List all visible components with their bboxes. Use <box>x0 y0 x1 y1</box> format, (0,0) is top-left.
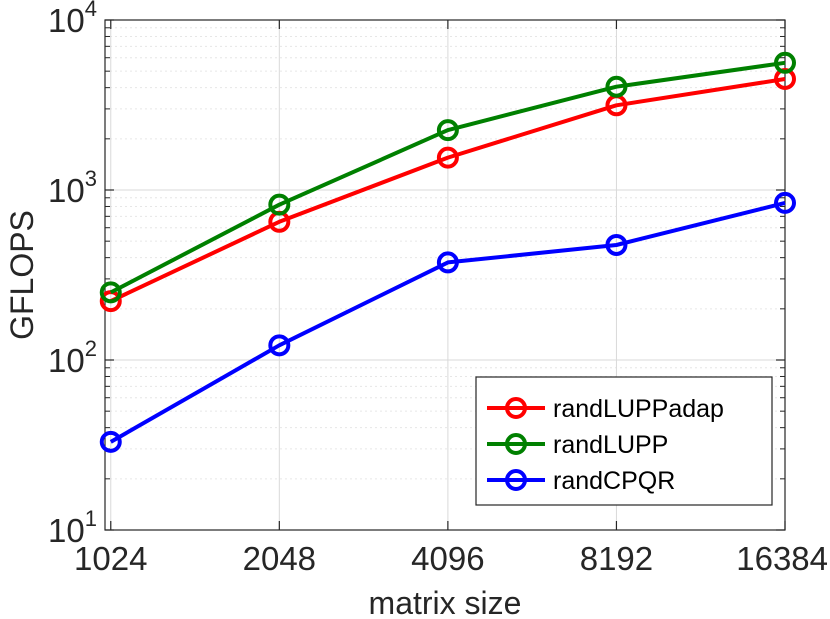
x-tick-label: 16384 <box>736 540 828 577</box>
legend-label: randLUPPadap <box>553 395 724 423</box>
y-tick-label: 104 <box>48 0 97 39</box>
y-tick-label: 101 <box>48 506 97 549</box>
plot-area-frame <box>104 19 786 531</box>
data-point-randLUPP <box>605 75 628 98</box>
data-point-randCPQR <box>99 430 122 453</box>
y-tick-label: 102 <box>48 336 97 379</box>
series-line-randLUPPadap <box>109 77 786 303</box>
y-axis-label: GFLOPS <box>4 210 40 340</box>
data-point-randLUPP <box>436 119 459 142</box>
data-point-randLUPP <box>99 281 122 304</box>
data-point-randCPQR <box>436 251 459 274</box>
y-tick-labels: 101 102 103 104 <box>48 0 97 549</box>
y-tick-label: 103 <box>48 166 97 209</box>
data-point-randLUPPadap <box>436 146 459 169</box>
x-tick-label: 4096 <box>411 540 484 577</box>
legend-marker-randCPQR <box>505 469 527 491</box>
legend-label: randCPQR <box>553 467 675 495</box>
data-point-randLUPP <box>268 193 291 216</box>
legend-marker-randLUPPadap <box>505 397 527 419</box>
data-point-randLUPP <box>774 51 796 74</box>
series-line-randCPQR <box>109 200 786 444</box>
data-point-randCPQR <box>774 191 796 214</box>
data-point-randCPQR <box>605 233 628 256</box>
data-point-randCPQR <box>268 334 291 357</box>
legend-label: randLUPP <box>553 431 668 459</box>
series-line-randLUPP <box>109 60 786 295</box>
legend-marker-randLUPP <box>505 433 527 455</box>
x-axis-label: matrix size <box>369 585 522 619</box>
series-layer <box>99 51 796 453</box>
x-tick-labels: 1024 2048 4096 8192 16384 <box>74 540 828 577</box>
x-tick-label: 8192 <box>580 540 653 577</box>
axis-ticks <box>105 19 786 531</box>
x-tick-label: 2048 <box>243 540 316 577</box>
x-tick-label: 1024 <box>74 540 147 577</box>
legend: randLUPPadap randLUPP randCPQR <box>475 376 773 506</box>
